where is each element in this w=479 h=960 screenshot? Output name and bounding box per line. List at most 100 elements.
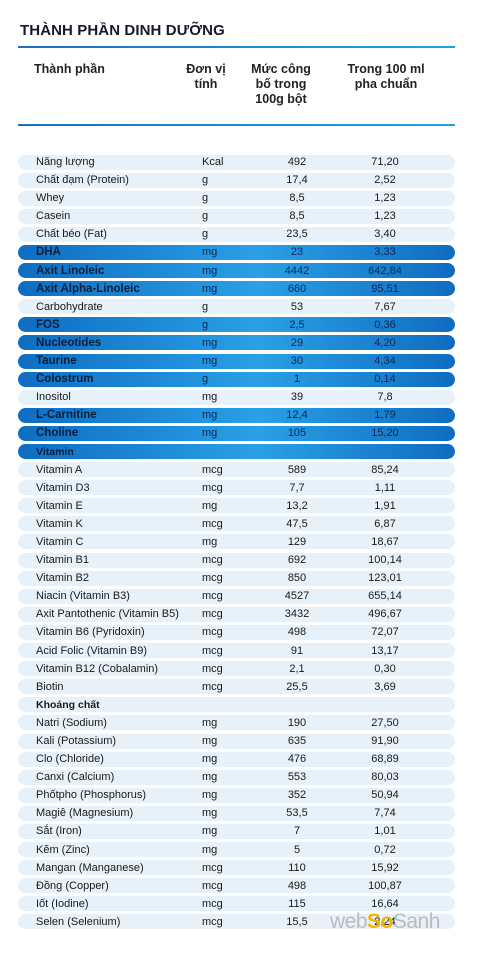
ingredient-cell: Casein — [36, 210, 71, 223]
per100ml-cell: 1,79 — [374, 409, 396, 422]
per100g-cell: 15,5 — [286, 915, 308, 928]
table-row: L-Carnitine mg 12,4 1,79 — [18, 406, 455, 424]
per100g-cell: 105 — [287, 427, 307, 440]
row-background — [18, 498, 455, 514]
per100ml-cell: 2,24 — [374, 915, 396, 928]
table-row: Whey g 8,5 1,23 — [18, 189, 455, 207]
ingredient-cell: Khoáng chất — [36, 698, 100, 711]
row-background — [18, 769, 455, 785]
per100g-cell: 30 — [290, 355, 304, 368]
header-per100ml-line: pha chuẩn — [354, 77, 418, 91]
ingredient-cell: Kẽm (Zinc) — [36, 843, 90, 856]
per100g-cell: 23,5 — [286, 228, 308, 241]
table-row: FOS g 2,5 0,36 — [18, 316, 455, 334]
ingredient-cell: Sắt (Iron) — [36, 825, 82, 838]
row-background — [18, 679, 455, 695]
row-background — [18, 896, 455, 912]
table-row: Vitamin B12 (Cobalamin) mcg 2,1 0,30 — [18, 660, 455, 678]
table-row: Chất đạm (Protein) g 17,4 2,52 — [18, 171, 455, 189]
per100g-cell: 7,7 — [289, 481, 305, 494]
row-background — [18, 371, 455, 387]
ingredient-cell: Vitamin B2 — [36, 572, 89, 585]
unit-cell: mg — [202, 282, 218, 295]
page-title: THÀNH PHẦN DINH DƯỠNG — [20, 22, 225, 39]
per100g-cell: 25,5 — [286, 680, 308, 693]
row-background — [18, 172, 455, 188]
unit-cell: g — [202, 318, 209, 331]
per100ml-cell: 85,24 — [371, 463, 399, 476]
row-background — [18, 263, 455, 279]
unit-cell: mg — [202, 355, 218, 368]
unit-cell: mcg — [202, 644, 223, 657]
row-background — [18, 914, 455, 930]
per100ml-cell: 100,14 — [368, 554, 402, 567]
per100g-cell: 13,2 — [286, 499, 308, 512]
unit-cell: g — [202, 192, 209, 205]
table-row: Canxi (Calcium) mg 553 80,03 — [18, 768, 455, 786]
unit-cell: mg — [202, 825, 218, 838]
ingredient-cell: Clo (Chloride) — [36, 753, 104, 766]
ingredient-cell: Canxi (Calcium) — [36, 771, 115, 784]
header-per100g-line: bố trong — [255, 77, 307, 91]
per100ml-cell: 2,52 — [374, 174, 396, 187]
unit-cell: mg — [202, 807, 218, 820]
table-row: Kali (Potassium) mg 635 91,90 — [18, 732, 455, 750]
unit-cell: Kcal — [202, 156, 224, 168]
unit-cell: g — [202, 373, 209, 386]
per100g-cell: 7 — [293, 825, 301, 838]
ingredient-cell: Selen (Selenium) — [36, 915, 121, 928]
per100ml-cell: 496,67 — [368, 608, 402, 621]
ingredient-cell: Vitamin B1 — [36, 554, 89, 567]
table-row: Vitamin C mg 129 18,67 — [18, 533, 455, 551]
row-background — [18, 353, 455, 369]
row-background — [18, 244, 455, 260]
ingredient-cell: Iốt (Iodine) — [36, 897, 89, 910]
ingredient-cell: Vitamin C — [36, 535, 84, 548]
per100g-cell: 2,1 — [289, 662, 305, 675]
per100ml-cell: 0,72 — [374, 843, 396, 856]
per100g-cell: 4442 — [284, 264, 310, 277]
header-unit-line: Đơn vị — [186, 62, 226, 76]
per100g-cell: 91 — [290, 644, 304, 657]
unit-cell: g — [202, 300, 209, 313]
unit-cell: mg — [202, 246, 218, 259]
row-background — [18, 480, 455, 496]
ingredient-cell: Đồng (Copper) — [36, 879, 109, 892]
ingredient-cell: Kali (Potassium) — [36, 735, 117, 747]
per100g-cell: 692 — [287, 554, 307, 567]
table-row: Kẽm (Zinc) mg 5 0,72 — [18, 841, 455, 859]
per100ml-cell: 68,89 — [371, 753, 399, 766]
table-row: Colostrum g 1 0,14 — [18, 370, 455, 388]
table-row: Axit Pantothenic (Vitamin B5) mcg 3432 496,… — [18, 605, 455, 623]
per100ml-cell: 1,91 — [374, 499, 396, 512]
unit-cell: mg — [202, 843, 218, 856]
ingredient-cell: Vitamin D3 — [36, 481, 90, 494]
table-row: Axit Linoleic mg 4442 642,84 — [18, 262, 455, 280]
unit-cell: mg — [202, 535, 218, 548]
header-unit: Đơn vị tính — [178, 62, 234, 92]
table-row: Vitamin E mg 13,2 1,91 — [18, 497, 455, 515]
row-background — [18, 697, 455, 713]
unit-cell: g — [202, 228, 209, 241]
watermark-text: web — [330, 910, 368, 933]
table-row: Đồng (Copper) mcg 498 100,87 — [18, 877, 455, 895]
ingredient-cell: Whey — [36, 192, 65, 205]
table-row: Vitamin B1 mcg 692 100,14 — [18, 551, 455, 569]
unit-cell: mcg — [202, 590, 223, 603]
per100ml-cell: 0,30 — [374, 662, 396, 675]
row-background — [18, 588, 455, 604]
per100ml-cell: 0,36 — [374, 318, 396, 331]
ingredient-cell: Vitamin A — [36, 463, 83, 476]
per100g-cell: 29 — [290, 336, 304, 349]
table-row: Năng lượng Kcal 492 71,20 — [18, 153, 455, 171]
per100g-cell: 110 — [288, 861, 306, 874]
unit-cell: mcg — [202, 861, 223, 874]
unit-cell: mg — [202, 427, 218, 440]
table-row: Inositol mg 39 7,8 — [18, 388, 455, 406]
watermark-text: Sanh — [392, 910, 441, 933]
table-row: Carbohydrate g 53 7,67 — [18, 298, 455, 316]
per100ml-cell: 100,87 — [368, 879, 402, 892]
per100ml-cell: 655,14 — [368, 590, 402, 603]
per100ml-cell: 80,03 — [371, 771, 399, 784]
title-divider — [18, 46, 455, 48]
